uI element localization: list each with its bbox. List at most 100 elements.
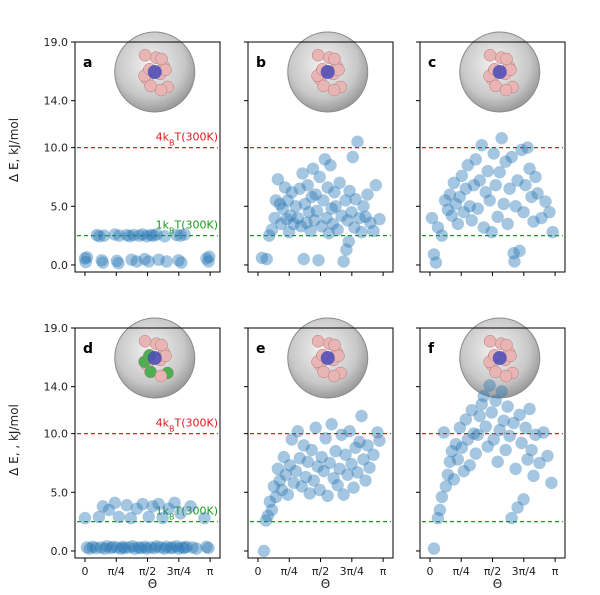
panel-letter: b bbox=[256, 55, 266, 71]
data-point bbox=[351, 135, 364, 148]
data-point bbox=[461, 433, 475, 446]
data-point bbox=[449, 197, 463, 211]
y-tick-label: 10.0 bbox=[44, 142, 69, 155]
data-point bbox=[521, 453, 534, 466]
data-point bbox=[527, 215, 540, 228]
data-point bbox=[301, 178, 314, 192]
data-point bbox=[357, 200, 370, 213]
data-point bbox=[200, 540, 213, 554]
scatter-points bbox=[78, 228, 216, 270]
data-point bbox=[83, 542, 96, 555]
data-point bbox=[140, 230, 153, 243]
data-point bbox=[485, 406, 498, 419]
data-point bbox=[186, 541, 199, 554]
data-point bbox=[517, 493, 530, 506]
data-point bbox=[435, 490, 449, 504]
data-point bbox=[112, 256, 125, 270]
data-point bbox=[348, 221, 361, 234]
data-point bbox=[309, 421, 322, 434]
panel-letter: e bbox=[256, 341, 266, 357]
data-point bbox=[315, 220, 328, 233]
y-axis-label-bottom: Δ E, , kJ/mol bbox=[7, 404, 21, 476]
x-tick-label: π/4 bbox=[108, 565, 125, 578]
data-point bbox=[178, 541, 191, 555]
data-point bbox=[309, 188, 322, 201]
data-point bbox=[293, 182, 306, 195]
data-point bbox=[97, 229, 111, 242]
data-point bbox=[265, 503, 279, 517]
data-point bbox=[353, 211, 366, 225]
data-point bbox=[331, 223, 344, 236]
data-point bbox=[104, 541, 118, 555]
molecule-image bbox=[483, 48, 519, 97]
data-point bbox=[363, 461, 376, 474]
data-point bbox=[459, 413, 473, 426]
data-point bbox=[322, 227, 336, 240]
data-point bbox=[80, 251, 94, 264]
x-tick-label: π bbox=[207, 565, 214, 578]
data-point bbox=[543, 205, 556, 219]
data-point bbox=[263, 495, 277, 508]
data-point bbox=[343, 425, 356, 438]
data-point bbox=[154, 541, 167, 554]
data-point bbox=[175, 256, 188, 269]
data-point bbox=[128, 542, 141, 555]
data-point bbox=[291, 425, 304, 438]
data-point bbox=[515, 436, 528, 450]
data-point bbox=[508, 255, 521, 268]
data-point bbox=[164, 541, 177, 555]
data-point bbox=[371, 426, 384, 439]
data-point bbox=[122, 541, 135, 554]
data-point bbox=[467, 427, 480, 440]
data-point bbox=[273, 474, 287, 487]
data-point bbox=[339, 194, 352, 207]
data-point bbox=[98, 542, 112, 555]
data-point bbox=[324, 159, 337, 172]
scatter-points bbox=[257, 409, 386, 558]
data-point bbox=[511, 174, 524, 187]
data-point bbox=[463, 459, 476, 472]
data-point bbox=[435, 229, 449, 242]
data-point bbox=[291, 211, 304, 225]
data-point bbox=[144, 228, 157, 242]
x-tick-label: 3π/4 bbox=[167, 565, 191, 578]
data-point bbox=[438, 194, 452, 207]
data-point bbox=[297, 439, 310, 452]
data-point bbox=[279, 468, 293, 481]
panel-e: 0 π/4 π/2 3π/4 π e bbox=[244, 317, 394, 578]
data-point bbox=[489, 394, 502, 407]
data-point bbox=[148, 541, 161, 555]
data-point bbox=[546, 225, 559, 239]
data-point bbox=[174, 229, 187, 242]
data-point bbox=[513, 244, 526, 258]
data-point bbox=[349, 441, 362, 454]
data-point bbox=[255, 251, 269, 265]
data-point bbox=[469, 447, 482, 460]
data-point bbox=[100, 540, 114, 553]
data-point bbox=[473, 174, 486, 187]
data-point bbox=[116, 540, 130, 554]
data-point bbox=[505, 150, 518, 164]
data-point bbox=[463, 200, 476, 213]
data-point bbox=[273, 197, 287, 211]
data-point bbox=[298, 197, 312, 211]
data-point bbox=[304, 224, 317, 238]
data-point bbox=[487, 147, 500, 160]
data-point bbox=[349, 193, 362, 206]
data-point bbox=[271, 173, 285, 186]
data-point bbox=[479, 186, 492, 199]
red-reference-label: 4kBT(300K) bbox=[156, 131, 218, 148]
data-point bbox=[441, 468, 455, 481]
data-point bbox=[160, 540, 173, 554]
data-point bbox=[261, 509, 275, 522]
data-point bbox=[483, 194, 496, 207]
data-point bbox=[202, 255, 215, 268]
data-point bbox=[293, 452, 306, 465]
data-point bbox=[96, 500, 110, 513]
data-point bbox=[357, 453, 370, 466]
y-axis-label-top: Δ E, kJ/mol bbox=[7, 118, 21, 182]
data-point bbox=[455, 169, 469, 182]
x-tick-label: 3π/4 bbox=[340, 565, 364, 578]
data-point bbox=[465, 403, 478, 417]
